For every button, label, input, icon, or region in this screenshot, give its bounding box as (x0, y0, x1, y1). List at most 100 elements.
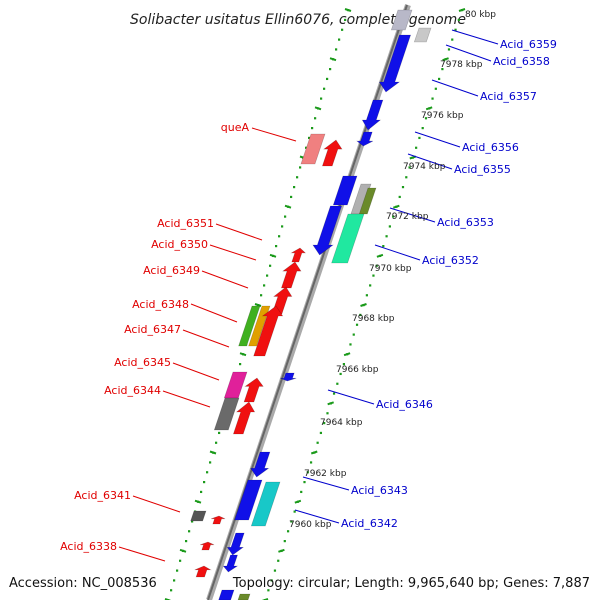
kbp-label: 7978 kbp (440, 60, 483, 70)
gene-arrow-acid-6347 (253, 305, 284, 357)
track-tick (343, 352, 351, 357)
track-dot (260, 294, 263, 297)
track-tick (254, 303, 262, 307)
track-dot (339, 372, 342, 376)
gene-block-bottom-blue (218, 589, 235, 600)
track-tick (425, 106, 433, 111)
kbp-label: 7970 kbp (369, 264, 412, 274)
gene-arrow-acid-6344 (232, 401, 256, 435)
gene-arrow-acid-6339 (222, 554, 239, 573)
gene-arrow-acid-6338 (194, 565, 212, 578)
leader-acid-6356 (414, 131, 461, 148)
gene-label-acid-6341[interactable]: Acid_6341 (74, 489, 131, 502)
track-dot (286, 530, 290, 533)
leader-acid-6341 (132, 495, 181, 513)
leader-acid-6359 (451, 29, 499, 45)
track-dot (441, 68, 444, 71)
track-dot (173, 579, 176, 582)
track-dot (326, 77, 329, 81)
track-dot (336, 382, 339, 385)
track-dot (179, 559, 182, 562)
gene-block-bottom-olive (237, 593, 251, 600)
track-dot (273, 569, 277, 572)
kbp-label: 7968 kbp (352, 314, 395, 324)
track-dot (434, 87, 437, 90)
gene-label-acid-6357[interactable]: Acid_6357 (480, 90, 537, 103)
kbp-label: 7974 kbp (403, 162, 446, 172)
track-dot (335, 48, 338, 51)
gene-label-acid-6347[interactable]: Acid_6347 (124, 323, 181, 336)
track-tick (164, 598, 172, 600)
gene-label-acid-6345[interactable]: Acid_6345 (114, 356, 171, 369)
track-dot (365, 294, 368, 297)
track-dot (305, 146, 308, 149)
gene-label-acid-6343[interactable]: Acid_6343 (351, 484, 408, 497)
track-dot (170, 589, 173, 592)
gene-arrow-acid-6340 (226, 532, 245, 556)
gene-label-queA[interactable]: queA (221, 121, 250, 134)
gene-label-acid-6350[interactable]: Acid_6350 (151, 238, 208, 251)
gene-label-acid-6346[interactable]: Acid_6346 (376, 398, 433, 411)
track-tick (327, 401, 334, 406)
track-tick (409, 155, 417, 160)
leader-acid-6347 (182, 329, 230, 348)
leader-acid-6345 (172, 362, 220, 381)
leader-acid-6357 (431, 79, 479, 97)
gene-label-acid-6355[interactable]: Acid_6355 (454, 163, 511, 176)
track-dot (191, 520, 194, 523)
gene-label-acid-6348[interactable]: Acid_6348 (132, 298, 189, 311)
track-dot (314, 117, 317, 120)
track-dot (424, 117, 428, 120)
gene-label-acid-6353[interactable]: Acid_6353 (437, 216, 494, 229)
leader-acid-6352 (374, 244, 421, 261)
track-dot (454, 28, 457, 31)
track-dot (415, 146, 418, 149)
track-tick (278, 548, 285, 553)
kbp-label: 7960 kbp (289, 520, 332, 530)
track-dot (275, 245, 278, 248)
track-tick (269, 253, 277, 258)
track-tick (294, 499, 302, 504)
track-tick (458, 8, 466, 12)
track-tick (442, 57, 449, 62)
track-dot (332, 392, 336, 395)
track-dot (239, 363, 242, 366)
leader-acid-6355 (407, 153, 453, 170)
track-dot (176, 569, 179, 572)
gene-label-acid-6342[interactable]: Acid_6342 (341, 517, 398, 530)
track-dot (401, 186, 405, 189)
leader-acid-6346 (327, 389, 375, 405)
track-dot (209, 461, 212, 464)
gene-label-acid-6356[interactable]: Acid_6356 (462, 141, 519, 154)
track-dot (290, 520, 293, 523)
gene-label-acid-6338[interactable]: Acid_6338 (60, 540, 117, 553)
track-dot (392, 215, 395, 218)
track-dot (326, 412, 329, 415)
gene-label-acid-6349[interactable]: Acid_6349 (143, 264, 200, 277)
track-dot (421, 127, 424, 130)
leader-acid-6349 (201, 270, 249, 289)
track-tick (284, 204, 292, 209)
track-tick (179, 548, 187, 553)
gene-block-acid-6342 (250, 481, 281, 527)
track-tick (310, 450, 318, 455)
track-dot (344, 18, 347, 22)
gene-label-acid-6358[interactable]: Acid_6358 (493, 55, 550, 68)
track-dot (284, 215, 287, 218)
gene-label-acid-6352[interactable]: Acid_6352 (422, 254, 479, 267)
leader-acid-6353 (389, 207, 436, 223)
track-dot (375, 264, 378, 267)
track-dot (281, 225, 284, 228)
accession-text: Accession: NC_008536 (9, 576, 157, 591)
gene-block-acid-6343 (234, 479, 263, 521)
right-gene-labels: Acid_6359 Acid_6358 Acid_6357 Acid_6356 … (341, 38, 557, 530)
gene-label-acid-6359[interactable]: Acid_6359 (500, 38, 557, 51)
gene-arrow-acid-6350 (280, 261, 302, 289)
gene-arrow-acid-6353 (312, 205, 343, 256)
gene-arrow-acid-6341 (210, 515, 226, 525)
gene-features (190, 9, 432, 600)
gene-block-acid-6352 (331, 213, 365, 264)
gene-label-acid-6351[interactable]: Acid_6351 (157, 217, 214, 230)
gene-label-acid-6344[interactable]: Acid_6344 (104, 384, 161, 397)
